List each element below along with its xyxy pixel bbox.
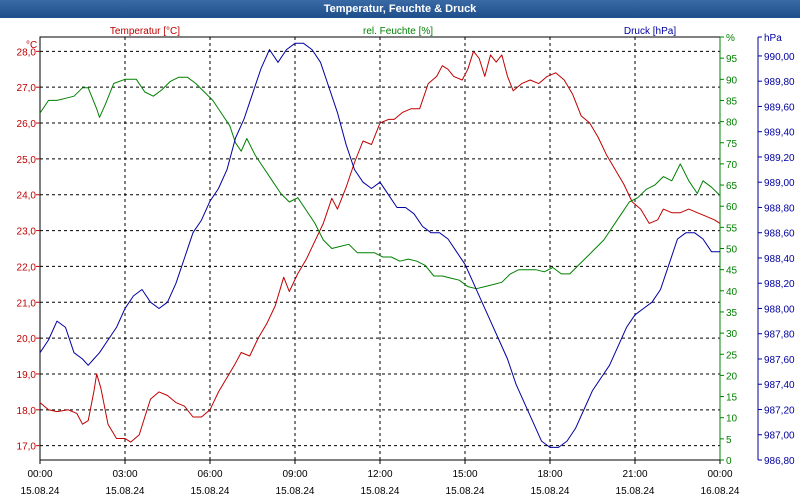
axis-titles: Temperatur [°C] rel. Feuchte [%] Druck [… [26, 26, 676, 51]
temperature-tick-label: 21,0 [17, 298, 37, 309]
pressure-tick-label: 987,60 [764, 355, 795, 366]
temperature-tick-label: 27,0 [17, 83, 37, 94]
humidity-tick-label: 5 [726, 435, 732, 446]
humidity-tick-label: 45 [726, 266, 738, 277]
x-tick-time-label: 12:00 [367, 469, 392, 480]
window-title: Temperatur, Feuchte & Druck [0, 0, 800, 18]
x-tick-time-label: 00:00 [707, 469, 732, 480]
humidity-tick-label: 20 [726, 371, 738, 382]
humidity-tick-label: 70 [726, 160, 738, 171]
pressure-tick-label: 989,20 [764, 153, 795, 164]
pressure-tick-label: 988,00 [764, 304, 795, 315]
humidity-tick-label: 35 [726, 308, 738, 319]
grid [40, 37, 720, 460]
x-tick-time-label: 09:00 [282, 469, 307, 480]
humidity-tick-label: 55 [726, 223, 738, 234]
humidity-tick-label: 40 [726, 287, 738, 298]
temperature-tick-label: 25,0 [17, 155, 37, 166]
x-tick-time-label: 18:00 [537, 469, 562, 480]
temperature-tick-label: 24,0 [17, 191, 37, 202]
humidity-tick-label: 10 [726, 414, 738, 425]
pressure-axis-title: Druck [hPa] [624, 26, 676, 37]
pressure-tick-label: 987,00 [764, 431, 795, 442]
pressure-tick-label: 988,80 [764, 203, 795, 214]
humidity-tick-label: 50 [726, 245, 738, 256]
humidity-tick-label: 90 [726, 75, 738, 86]
x-tick-time-label: 03:00 [112, 469, 137, 480]
humidity-tick-label: 80 [726, 118, 738, 129]
temperature-tick-label: 28,0 [17, 47, 37, 58]
x-tick-time-label: 00:00 [27, 469, 52, 480]
temperature-tick-label: 20,0 [17, 334, 37, 345]
pressure-tick-label: 989,00 [764, 178, 795, 189]
axes [36, 36, 762, 464]
pressure-tick-label: 989,60 [764, 102, 795, 113]
pressure-tick-label: 990,00 [764, 52, 795, 63]
pressure-tick-label: 987,40 [764, 380, 795, 391]
humidity-tick-label: 95 [726, 54, 738, 65]
humidity-tick-label: 85 [726, 96, 738, 107]
temperature-tick-label: 18,0 [17, 406, 37, 417]
pressure-tick-label: 987,80 [764, 330, 795, 341]
temperature-unit-label: °C [26, 40, 37, 51]
pressure-tick-label: 988,20 [764, 279, 795, 290]
x-tick-date-label: 15.08.24 [616, 486, 655, 497]
pressure-tick-label: 989,40 [764, 128, 795, 139]
x-tick-time-label: 06:00 [197, 469, 222, 480]
humidity-tick-label: 60 [726, 202, 738, 213]
temperature-tick-label: 23,0 [17, 227, 37, 238]
humidity-tick-label: 0 [726, 456, 732, 467]
pressure-tick-label: 987,20 [764, 405, 795, 416]
humidity-tick-label: 65 [726, 181, 738, 192]
pressure-tick-label: 988,40 [764, 254, 795, 265]
humidity-tick-label: 30 [726, 329, 738, 340]
x-tick-date-label: 15.08.24 [106, 486, 145, 497]
series-lines [39, 42, 721, 448]
pressure-tick-label: 989,80 [764, 77, 795, 88]
humidity-line [39, 76, 721, 290]
x-tick-time-label: 21:00 [622, 469, 647, 480]
x-tick-date-label: 15.08.24 [276, 486, 315, 497]
x-tick-date-label: 15.08.24 [361, 486, 400, 497]
x-tick-date-label: 15.08.24 [191, 486, 230, 497]
x-tick-time-label: 15:00 [452, 469, 477, 480]
pressure-tick-label: 986,80 [764, 456, 795, 467]
temperature-tick-label: 17,0 [17, 442, 37, 453]
tick-labels: 00:00 15.08.24 03:00 15.08.24 06:00 15.08.24 0… [17, 33, 795, 497]
humidity-tick-label: % [726, 33, 735, 44]
temperature-axis-title: Temperatur [°C] [110, 26, 180, 37]
x-tick-date-label: 16.08.24 [701, 486, 740, 497]
chart: 00:00 15.08.24 03:00 15.08.24 06:00 15.08.24 0… [0, 18, 800, 500]
x-tick-date-label: 15.08.24 [446, 486, 485, 497]
pressure-tick-label: hPa [764, 33, 782, 44]
pressure-tick-label: 988,60 [764, 229, 795, 240]
pressure-line [39, 42, 720, 448]
temperature-tick-label: 22,0 [17, 262, 37, 273]
humidity-tick-label: 15 [726, 393, 738, 404]
x-tick-date-label: 15.08.24 [21, 486, 60, 497]
temperature-tick-label: 26,0 [17, 119, 37, 130]
x-tick-date-label: 15.08.24 [531, 486, 570, 497]
temperature-tick-label: 19,0 [17, 370, 37, 381]
humidity-axis-title: rel. Feuchte [%] [363, 26, 433, 37]
temperature-line [39, 50, 721, 443]
humidity-tick-label: 75 [726, 139, 738, 150]
humidity-tick-label: 25 [726, 350, 738, 361]
